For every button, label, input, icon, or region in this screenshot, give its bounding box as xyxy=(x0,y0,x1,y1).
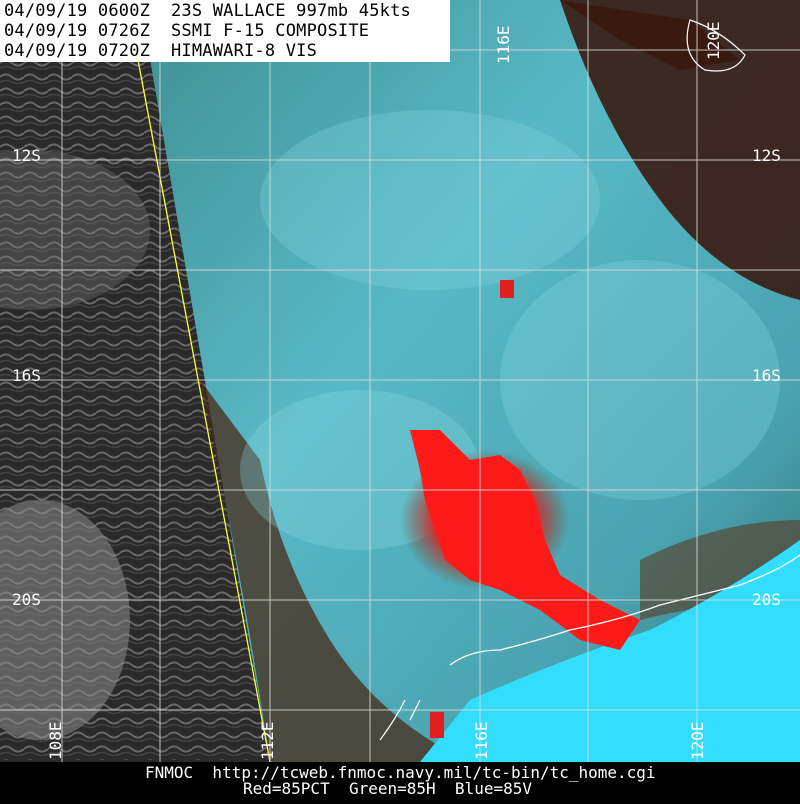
lon-label-120e-bottom: 120E xyxy=(688,721,707,760)
ocean-cyan-region xyxy=(420,540,800,762)
image-footer: FNMOC http://tcweb.fnmoc.navy.mil/tc-bin… xyxy=(0,762,800,800)
lon-label-116e-top: 116E xyxy=(494,25,513,64)
storm-core-convection xyxy=(410,430,640,650)
island-outline xyxy=(686,19,746,72)
header-line-storm: 04/09/19 0600Z 23S WALLACE 997mb 45kts xyxy=(4,1,411,21)
lat-lon-grid xyxy=(0,0,800,762)
storm-red-spot xyxy=(500,280,514,298)
vis-bright-clouds xyxy=(0,500,130,740)
lon-label-112e-bottom: 112E xyxy=(258,721,277,760)
lat-label-12s-left: 12S xyxy=(12,146,41,165)
lat-label-16s-left: 16S xyxy=(12,366,41,385)
lon-label-116e-bottom: 116E xyxy=(472,721,491,760)
cyan-swirl-1 xyxy=(260,110,600,290)
island-dark xyxy=(560,0,740,70)
lower-left-brown-region xyxy=(200,380,470,762)
footer-channels: Red=85PCT Green=85H Blue=85V xyxy=(243,779,532,798)
lat-label-20s-right: 20S xyxy=(752,590,781,609)
storm-red-spot-lower xyxy=(430,712,444,738)
lon-label-108e-bottom: 108E xyxy=(46,721,65,760)
footer-source: FNMOC http://tcweb.fnmoc.navy.mil/tc-bin… xyxy=(145,763,656,782)
header-line-background: 04/09/19 0720Z HIMAWARI-8 VIS xyxy=(4,41,318,61)
lat-label-16s-right: 16S xyxy=(752,366,781,385)
microwave-swath xyxy=(140,0,800,762)
lon-label-120e-top: 120E xyxy=(704,21,723,60)
lat-label-20s-left: 20S xyxy=(12,590,41,609)
lat-label-12s-right: 12S xyxy=(752,146,781,165)
header-line-sensor: 04/09/19 0726Z SSMI F-15 COMPOSITE xyxy=(4,21,370,41)
coastline xyxy=(449,554,800,666)
image-header: 04/09/19 0600Z 23S WALLACE 997mb 45kts 0… xyxy=(0,0,450,62)
upper-right-dark-region xyxy=(560,0,800,300)
